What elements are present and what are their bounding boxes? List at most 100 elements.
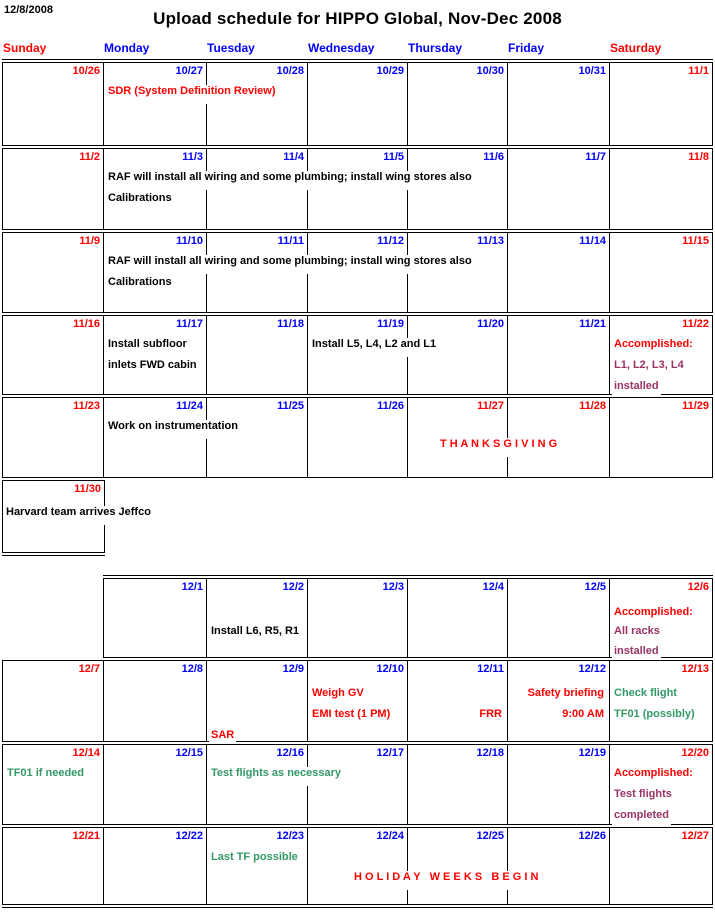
week-row: 12/7 12/8 12/9 12/10 12/11 12/12 12/13 Weigh GV… bbox=[2, 660, 713, 748]
date-label: 12/24 bbox=[376, 830, 404, 842]
week-row: 10/26 10/27 10/28 10/29 10/30 10/31 11/1 SDR (S… bbox=[2, 59, 713, 146]
day-cell: 12/26 bbox=[508, 828, 610, 904]
date-label: 10/27 bbox=[175, 65, 203, 77]
date-label: 11/9 bbox=[79, 235, 100, 247]
day-header-monday: Monday bbox=[104, 41, 150, 55]
event-label: Calibrations bbox=[106, 192, 174, 211]
event-label: Harvard team arrives Jeffco bbox=[4, 506, 153, 525]
day-cell: 12/1 bbox=[104, 579, 207, 657]
day-cell: 12/2 bbox=[207, 579, 308, 657]
week-row: 11/23 11/24 11/25 11/26 11/27 11/28 11/29 Work … bbox=[2, 397, 713, 478]
date-label: 11/29 bbox=[682, 400, 709, 412]
date-label: 12/5 bbox=[584, 581, 606, 593]
day-header-wednesday: Wednesday bbox=[308, 41, 375, 55]
date-label: 11/3 bbox=[182, 151, 203, 163]
day-cell: 12/18 bbox=[408, 745, 508, 824]
date-label: 11/20 bbox=[477, 318, 504, 330]
date-label: 12/3 bbox=[382, 581, 404, 593]
date-label: 11/15 bbox=[682, 235, 709, 247]
date-label: 11/4 bbox=[283, 151, 304, 163]
day-cell: 11/15 bbox=[610, 233, 712, 312]
day-cell: 12/5 bbox=[508, 579, 610, 657]
date-label: 12/6 bbox=[687, 581, 709, 593]
date-label: 11/12 bbox=[377, 235, 404, 247]
date-label: 11/28 bbox=[579, 400, 606, 412]
date-label: 11/14 bbox=[579, 235, 606, 247]
day-cell: 12/12 bbox=[508, 661, 610, 741]
date-label: 11/24 bbox=[176, 400, 203, 412]
date-label: 12/11 bbox=[477, 663, 504, 675]
date-label: 11/1 bbox=[688, 65, 709, 77]
week-row: 12/1 12/2 12/3 12/4 12/5 12/6 Install L6, R5, … bbox=[103, 575, 713, 664]
date-label: 11/25 bbox=[277, 400, 304, 412]
date-label: 11/6 bbox=[483, 151, 504, 163]
event-label: Calibrations bbox=[106, 276, 174, 295]
date-label: 11/18 bbox=[277, 318, 304, 330]
event-label: 9:00 AM bbox=[509, 708, 607, 727]
day-cell: 11/7 bbox=[508, 149, 610, 229]
day-cell: 12/9 bbox=[207, 661, 308, 741]
date-label: 11/16 bbox=[73, 318, 100, 330]
week-row: 11/2 11/3 11/4 11/5 11/6 11/7 11/8 RAF will ins… bbox=[2, 148, 713, 230]
day-cell: 12/8 bbox=[104, 661, 207, 741]
day-cell: 12/3 bbox=[308, 579, 408, 657]
date-label: 12/20 bbox=[681, 747, 709, 759]
day-cell: 12/25 bbox=[408, 828, 508, 904]
event-label: inlets FWD cabin bbox=[106, 359, 199, 378]
day-cell: 11/1 bbox=[610, 63, 712, 145]
day-header-row: Sunday Monday Tuesday Wednesday Thursday Frid… bbox=[2, 41, 713, 58]
day-cell: 10/31 bbox=[508, 63, 610, 145]
day-cell: 10/26 bbox=[3, 63, 104, 145]
event-label: H O L I D A Y W E E K S B E G I N bbox=[352, 871, 541, 890]
day-cell: 12/20 bbox=[610, 745, 712, 824]
day-cell: 11/29 bbox=[610, 398, 712, 477]
day-cell: 12/27 bbox=[610, 828, 712, 904]
week-row: 11/9 11/10 11/11 11/12 11/13 11/14 11/15 RAF wi… bbox=[2, 232, 713, 313]
date-label: 11/2 bbox=[79, 151, 100, 163]
date-label: 12/12 bbox=[578, 663, 606, 675]
date-label: 12/21 bbox=[72, 830, 100, 842]
date-label: 12/25 bbox=[476, 830, 504, 842]
event-label: Install L5, L4, L2 and L1 bbox=[310, 338, 439, 357]
day-cell: 12/17 bbox=[308, 745, 408, 824]
event-label: TF01 (possibly) bbox=[612, 708, 697, 727]
event-label: Accomplished: bbox=[612, 767, 695, 786]
date-label: 11/8 bbox=[688, 151, 709, 163]
day-cell: 11/8 bbox=[610, 149, 712, 229]
date-label: 10/26 bbox=[72, 65, 100, 77]
day-cell: 12/24 bbox=[308, 828, 408, 904]
date-label: 11/21 bbox=[579, 318, 606, 330]
event-label: L1, L2, L3, L4 bbox=[612, 359, 686, 378]
day-cell: 11/2 bbox=[3, 149, 104, 229]
date-label: 11/26 bbox=[377, 400, 404, 412]
day-cell: 11/17 bbox=[104, 316, 207, 394]
day-cell: 12/10 bbox=[308, 661, 408, 741]
date-label: 12/14 bbox=[72, 747, 100, 759]
event-label: Install subfloor bbox=[106, 338, 189, 357]
day-cell: 10/30 bbox=[408, 63, 508, 145]
date-label: 12/16 bbox=[276, 747, 304, 759]
day-cell: 11/26 bbox=[308, 398, 408, 477]
date-label: 12/17 bbox=[376, 747, 404, 759]
day-cell: 11/13 bbox=[408, 233, 508, 312]
page-title: Upload schedule for HIPPO Global, Nov-De… bbox=[153, 9, 562, 28]
print-date: 12/8/2008 bbox=[4, 4, 53, 16]
date-label: 12/9 bbox=[282, 663, 304, 675]
day-cell: 11/18 bbox=[207, 316, 308, 394]
date-label: 12/4 bbox=[482, 581, 504, 593]
day-cell: 12/4 bbox=[408, 579, 508, 657]
date-label: 12/23 bbox=[276, 830, 304, 842]
event-label: EMI test (1 PM) bbox=[310, 708, 393, 727]
date-label: 11/10 bbox=[176, 235, 203, 247]
event-label: Check flight bbox=[612, 687, 679, 706]
day-cell: 11/16 bbox=[3, 316, 104, 394]
event-label: All racks bbox=[612, 625, 662, 644]
event-label: installed bbox=[612, 645, 661, 664]
day-cell: 11/28 bbox=[508, 398, 610, 477]
day-cell: 11/14 bbox=[508, 233, 610, 312]
day-cell: 11/23 bbox=[3, 398, 104, 477]
event-label: RAF will install all wiring and some plu… bbox=[106, 255, 474, 274]
event-label: Accomplished: bbox=[612, 338, 695, 357]
date-label: 11/7 bbox=[585, 151, 606, 163]
